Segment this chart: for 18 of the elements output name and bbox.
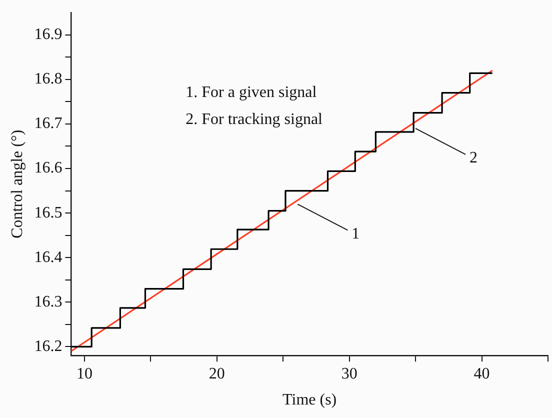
annotation: 1. For a given signal — [186, 84, 318, 101]
x-tick-label: 40 — [474, 365, 490, 382]
x-axis-title: Time (s) — [282, 392, 337, 409]
y-tick-label: 16.6 — [34, 160, 62, 177]
annotation: 1 — [352, 225, 360, 242]
y-tick-label: 16.3 — [34, 293, 62, 310]
y-tick-label: 16.7 — [34, 115, 62, 132]
y-tick-label: 16.9 — [34, 26, 62, 44]
x-tick-label: 30 — [341, 365, 358, 382]
y-tick-label: 16.4 — [34, 248, 62, 266]
y-tick-label: 16.2 — [34, 338, 62, 355]
x-tick-label: 10 — [76, 365, 92, 382]
y-axis-title: Control angle (°) — [8, 130, 26, 238]
annotation: 2 — [470, 150, 478, 167]
y-tick-label: 16.5 — [34, 204, 62, 222]
x-tick-label: 20 — [208, 365, 225, 382]
y-tick-label: 16.8 — [34, 70, 62, 88]
annotation: 2. For tracking signal — [186, 110, 324, 128]
